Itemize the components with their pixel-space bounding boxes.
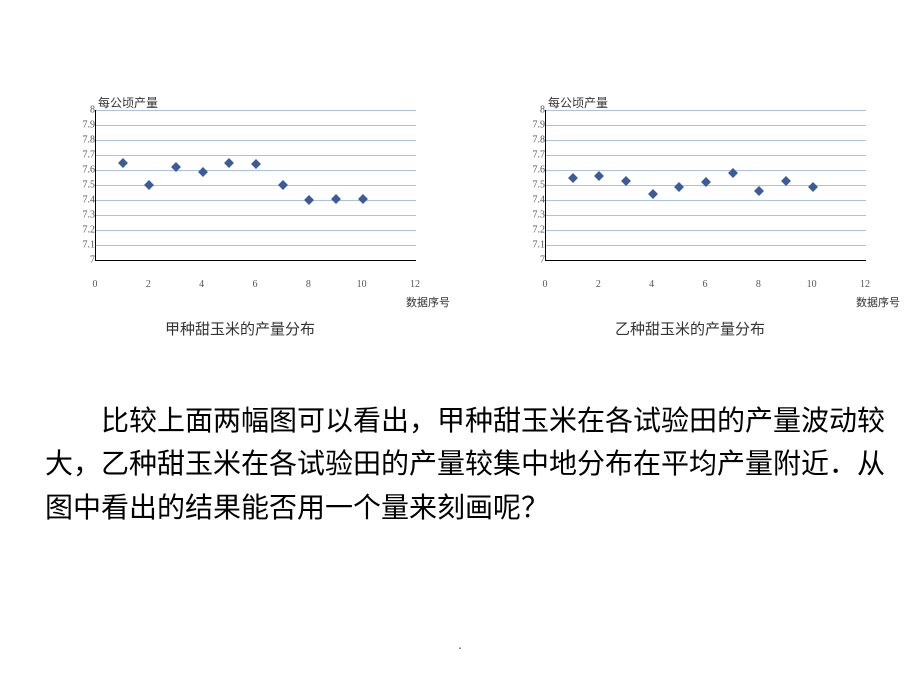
x-tick-label: 4 xyxy=(649,279,654,290)
y-tick-label: 7.1 xyxy=(75,240,95,251)
chart-right-caption: 乙种甜玉米的产量分布 xyxy=(615,318,765,339)
slide-page: 每公顷产量 数据序号 77.17.27.37.47.57.67.77.87.98… xyxy=(0,0,920,690)
data-marker xyxy=(648,189,658,199)
x-tick-label: 0 xyxy=(543,279,548,290)
data-marker xyxy=(251,159,261,169)
y-tick-label: 7.1 xyxy=(525,240,545,251)
y-tick-label: 7.5 xyxy=(525,180,545,191)
y-tick-label: 7.6 xyxy=(75,165,95,176)
grid-line xyxy=(546,245,866,246)
body-paragraph-text: 比较上面两幅图可以看出，甲种甜玉米在各试验田的产量波动较大，乙种甜玉米在各试验田… xyxy=(45,400,885,530)
chart-left-xlabel: 数据序号 xyxy=(406,294,450,310)
grid-line xyxy=(96,215,416,216)
chart-left-plot xyxy=(95,110,416,261)
grid-line xyxy=(546,125,866,126)
y-tick-label: 7.4 xyxy=(75,195,95,206)
data-marker xyxy=(144,180,154,190)
x-tick-label: 2 xyxy=(146,279,151,290)
data-marker xyxy=(358,194,368,204)
y-tick-label: 7.7 xyxy=(75,150,95,161)
grid-line xyxy=(546,155,866,156)
y-tick-label: 7.9 xyxy=(75,120,95,131)
grid-line xyxy=(546,140,866,141)
grid-line xyxy=(546,110,866,111)
y-tick-label: 7.2 xyxy=(75,225,95,236)
chart-right: 每公顷产量 数据序号 77.17.27.37.47.57.67.77.87.98… xyxy=(500,100,880,290)
y-tick-label: 7 xyxy=(525,255,545,266)
chart-right-xlabel: 数据序号 xyxy=(856,294,900,310)
x-tick-label: 10 xyxy=(807,279,817,290)
data-marker xyxy=(224,158,234,168)
grid-line xyxy=(96,140,416,141)
grid-line xyxy=(96,170,416,171)
x-tick-label: 4 xyxy=(199,279,204,290)
y-tick-label: 7.6 xyxy=(525,165,545,176)
chart-right-plot xyxy=(545,110,866,261)
x-tick-label: 12 xyxy=(860,279,870,290)
y-tick-label: 7.9 xyxy=(525,120,545,131)
y-tick-label: 7.8 xyxy=(75,135,95,146)
y-tick-label: 8 xyxy=(75,105,95,116)
grid-line xyxy=(546,215,866,216)
x-tick-label: 6 xyxy=(253,279,258,290)
grid-line xyxy=(96,245,416,246)
y-tick-label: 7.7 xyxy=(525,150,545,161)
body-paragraph: 比较上面两幅图可以看出，甲种甜玉米在各试验田的产量波动较大，乙种甜玉米在各试验田… xyxy=(45,400,885,530)
chart-right-wrap: 每公顷产量 数据序号 77.17.27.37.47.57.67.77.87.98… xyxy=(480,100,900,339)
chart-left-ylabel: 每公顷产量 xyxy=(98,94,158,111)
grid-line xyxy=(96,125,416,126)
chart-left: 每公顷产量 数据序号 77.17.27.37.47.57.67.77.87.98… xyxy=(50,100,430,290)
data-marker xyxy=(594,171,604,181)
data-marker xyxy=(198,167,208,177)
y-tick-label: 7.3 xyxy=(525,210,545,221)
x-tick-label: 8 xyxy=(306,279,311,290)
data-marker xyxy=(118,158,128,168)
y-tick-label: 7 xyxy=(75,255,95,266)
x-tick-label: 12 xyxy=(410,279,420,290)
chart-left-caption: 甲种甜玉米的产量分布 xyxy=(165,318,315,339)
grid-line xyxy=(546,230,866,231)
footer-dot: . xyxy=(458,638,462,654)
chart-left-wrap: 每公顷产量 数据序号 77.17.27.37.47.57.67.77.87.98… xyxy=(30,100,450,339)
x-tick-label: 8 xyxy=(756,279,761,290)
grid-line xyxy=(96,230,416,231)
y-tick-label: 7.3 xyxy=(75,210,95,221)
grid-line xyxy=(96,110,416,111)
data-marker xyxy=(304,195,314,205)
x-tick-label: 10 xyxy=(357,279,367,290)
charts-row: 每公顷产量 数据序号 77.17.27.37.47.57.67.77.87.98… xyxy=(30,100,900,339)
data-marker xyxy=(331,194,341,204)
x-tick-label: 2 xyxy=(596,279,601,290)
data-marker xyxy=(278,180,288,190)
y-tick-label: 7.4 xyxy=(525,195,545,206)
grid-line xyxy=(546,200,866,201)
data-marker xyxy=(621,176,631,186)
data-marker xyxy=(568,173,578,183)
data-marker xyxy=(754,186,764,196)
grid-line xyxy=(546,170,866,171)
y-tick-label: 8 xyxy=(525,105,545,116)
x-tick-label: 0 xyxy=(93,279,98,290)
y-tick-label: 7.8 xyxy=(525,135,545,146)
data-marker xyxy=(674,182,684,192)
grid-line xyxy=(96,200,416,201)
y-tick-label: 7.5 xyxy=(75,180,95,191)
y-tick-label: 7.2 xyxy=(525,225,545,236)
grid-line xyxy=(96,155,416,156)
x-tick-label: 6 xyxy=(703,279,708,290)
data-marker xyxy=(808,182,818,192)
data-marker xyxy=(781,176,791,186)
chart-right-ylabel: 每公顷产量 xyxy=(548,94,608,111)
